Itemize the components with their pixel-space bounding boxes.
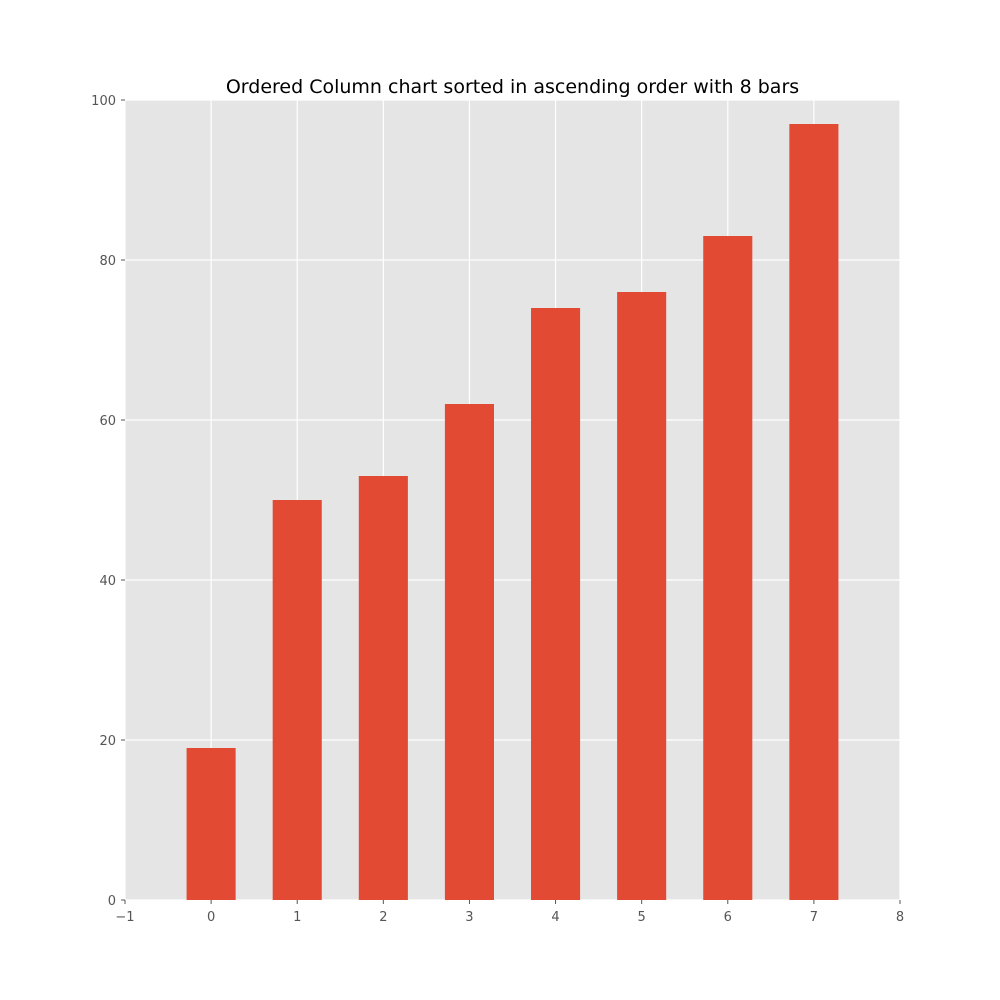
x-tick-label: 7 (810, 910, 818, 925)
y-tick-label: 40 (99, 574, 116, 589)
bar-6 (703, 236, 753, 900)
y-tick-label: 0 (108, 894, 116, 909)
bars (186, 124, 839, 900)
chart-title: Ordered Column chart sorted in ascending… (226, 76, 799, 98)
x-tick-label: 1 (293, 910, 301, 925)
x-tick-label: 3 (465, 910, 473, 925)
x-axis-ticks: −1 0 1 2 3 4 5 6 7 8 (115, 900, 904, 925)
x-tick-label: 4 (551, 910, 559, 925)
y-axis-ticks: 0 20 40 60 80 100 (91, 94, 125, 909)
bar-0 (186, 748, 236, 900)
plot-area (125, 100, 900, 900)
y-tick-label: 100 (91, 94, 116, 109)
y-tick-label: 80 (99, 254, 116, 269)
x-tick-label: −1 (115, 910, 134, 925)
x-tick-label: 2 (379, 910, 387, 925)
x-tick-label: 6 (724, 910, 732, 925)
x-tick-label: 5 (638, 910, 646, 925)
bar-3 (444, 404, 494, 900)
bar-4 (531, 308, 581, 900)
bar-1 (272, 500, 322, 900)
bar-2 (358, 476, 408, 900)
bar-7 (789, 124, 839, 900)
x-tick-label: 8 (896, 910, 904, 925)
y-tick-label: 60 (99, 414, 116, 429)
y-tick-label: 20 (99, 734, 116, 749)
bar-5 (617, 292, 667, 900)
x-tick-label: 0 (207, 910, 215, 925)
